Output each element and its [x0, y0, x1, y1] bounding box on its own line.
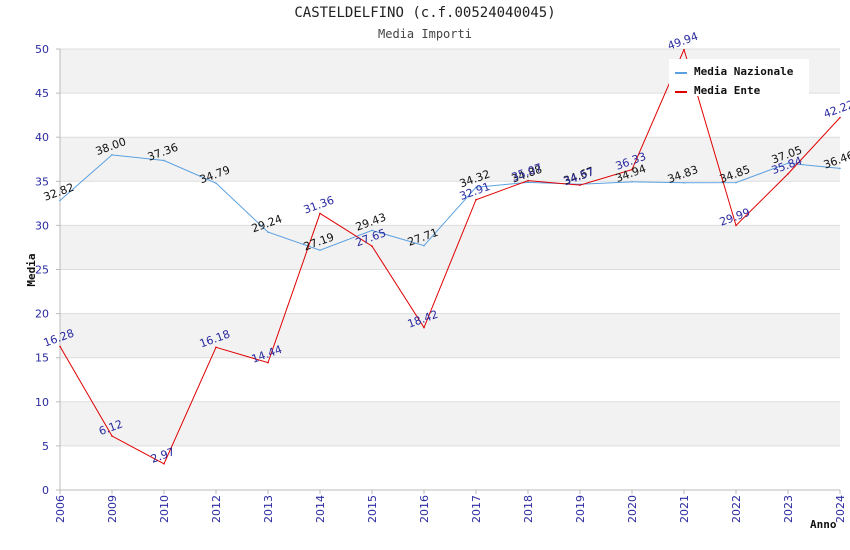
- legend-label-nazionale: Media Nazionale: [694, 65, 794, 78]
- y-tick-label: 15: [35, 352, 49, 365]
- data-point: [787, 162, 789, 165]
- y-tick-label: 0: [42, 484, 49, 497]
- y-tick-label: 5: [42, 440, 49, 453]
- grid-band: [60, 357, 840, 402]
- data-point: [527, 179, 529, 182]
- grid-band: [60, 445, 840, 490]
- series-line-ente: [59, 49, 841, 465]
- x-tick-label: 2018: [522, 495, 535, 523]
- data-point: [59, 199, 61, 202]
- data-point: [631, 168, 633, 171]
- data-point: [371, 229, 373, 232]
- data-point: [683, 49, 685, 51]
- x-tick-label: 2012: [210, 495, 223, 523]
- data-point: [735, 224, 737, 227]
- data-point: [683, 181, 685, 184]
- legend-label-ente: Media Ente: [694, 84, 761, 97]
- x-tick-label: 2017: [470, 495, 483, 523]
- data-point: [319, 249, 321, 251]
- y-tick-label: 40: [35, 131, 49, 144]
- data-point: [787, 173, 789, 175]
- x-axis-label: Anno: [810, 518, 837, 531]
- data-point: [111, 435, 113, 437]
- data-point: [111, 154, 113, 156]
- grid-band: [60, 313, 840, 358]
- y-tick-label: 25: [35, 264, 49, 277]
- x-tick-label: 2024: [834, 495, 847, 523]
- y-tick-label: 30: [35, 219, 49, 232]
- data-point: [839, 116, 841, 119]
- data-point: [163, 463, 165, 465]
- data-point: [475, 186, 477, 189]
- y-tick-label: 45: [35, 87, 49, 100]
- x-tick-label: 2014: [314, 495, 327, 523]
- data-point: [215, 346, 217, 349]
- grid-band: [60, 401, 840, 446]
- data-point: [267, 231, 269, 233]
- x-tick-label: 2022: [730, 495, 743, 523]
- data-point: [423, 326, 425, 329]
- data-point: [527, 181, 529, 184]
- chart-subtitle: Media Importi: [378, 27, 472, 41]
- data-point: [423, 244, 425, 247]
- x-tick-label: 2019: [574, 495, 587, 523]
- x-tick-label: 2010: [158, 495, 171, 523]
- x-tick-label: 2013: [262, 495, 275, 523]
- grid-band: [60, 93, 840, 138]
- data-point: [631, 181, 633, 183]
- chart-title: CASTELDELFINO (c.f.00524040045): [294, 5, 556, 21]
- grid-band: [60, 137, 840, 182]
- data-point: [839, 167, 841, 170]
- y-tick-label: 10: [35, 396, 49, 409]
- y-axis-label: Media: [25, 253, 38, 286]
- x-tick-label: 2009: [106, 495, 119, 523]
- data-point: [579, 184, 581, 186]
- x-tick-label: 2015: [366, 495, 379, 523]
- grid-band: [60, 225, 840, 270]
- y-tick-label: 50: [35, 43, 49, 56]
- legend: Media Nazionale Media Ente: [669, 59, 809, 97]
- x-tick-label: 2016: [418, 495, 431, 523]
- x-tick-label: 2020: [626, 495, 639, 523]
- series-line-nazionale: [59, 154, 841, 251]
- data-point: [215, 182, 217, 184]
- x-tick-label: 2023: [782, 495, 795, 523]
- data-point: [371, 245, 373, 247]
- data-point: [267, 361, 269, 364]
- y-tick-label: 20: [35, 308, 49, 321]
- legend-box: [669, 59, 809, 96]
- data-point: [59, 345, 61, 348]
- data-point: [735, 181, 737, 184]
- x-tick-label: 2021: [678, 495, 691, 523]
- data-point: [319, 212, 321, 215]
- y-tick-label: 35: [35, 175, 49, 188]
- grid-band: [60, 269, 840, 314]
- data-point: [475, 198, 477, 201]
- data-point: [163, 159, 165, 162]
- grid-band: [60, 181, 840, 226]
- x-tick-label: 2006: [54, 495, 67, 523]
